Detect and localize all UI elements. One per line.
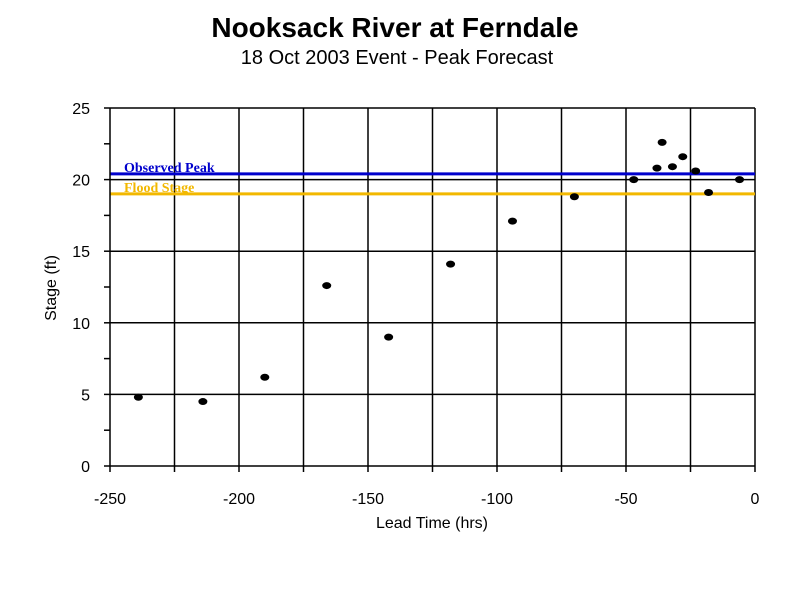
y-tick-label: 15 (72, 244, 90, 261)
chart-title: Nooksack River at Ferndale (211, 12, 578, 43)
data-point (657, 138, 667, 146)
y-tick-label: 5 (81, 387, 90, 404)
x-tick-label: -200 (223, 491, 255, 508)
x-tick-label: 0 (751, 491, 760, 508)
x-tick-label: -50 (614, 491, 637, 508)
y-tick-label: 0 (81, 459, 90, 476)
reference-line-label: Observed Peak (124, 161, 215, 176)
axes: 0 5 10 15 20 25 -250 -200 -150 -100 -50 0 (72, 101, 759, 508)
reference-lines: Observed Peak Flood Stage (110, 161, 755, 196)
data-point (652, 164, 662, 172)
data-point (678, 153, 688, 161)
chart-subtitle: 18 Oct 2003 Event - Peak Forecast (241, 47, 554, 69)
data-point (507, 217, 517, 225)
x-tick-label: -150 (352, 491, 384, 508)
x-axis-label: Lead Time (hrs) (376, 515, 488, 532)
y-axis-label: Stage (ft) (43, 255, 60, 321)
y-tick-label: 25 (72, 101, 90, 118)
data-point (322, 282, 332, 290)
data-points (133, 138, 745, 406)
x-tick-label: -100 (481, 491, 513, 508)
x-tick-label: -250 (94, 491, 126, 508)
data-point (735, 176, 745, 184)
data-point (667, 163, 677, 171)
data-point (691, 167, 701, 175)
y-tick-label: 10 (72, 316, 90, 333)
grid (110, 107, 756, 466)
data-point (384, 333, 394, 341)
reference-line-label: Flood Stage (124, 181, 194, 196)
y-tick-label: 20 (72, 173, 90, 190)
data-point (260, 373, 270, 381)
data-point (704, 188, 714, 196)
data-point (629, 176, 639, 184)
data-point (569, 193, 579, 201)
data-point (446, 260, 456, 268)
data-point (198, 398, 208, 406)
data-point (133, 393, 143, 401)
